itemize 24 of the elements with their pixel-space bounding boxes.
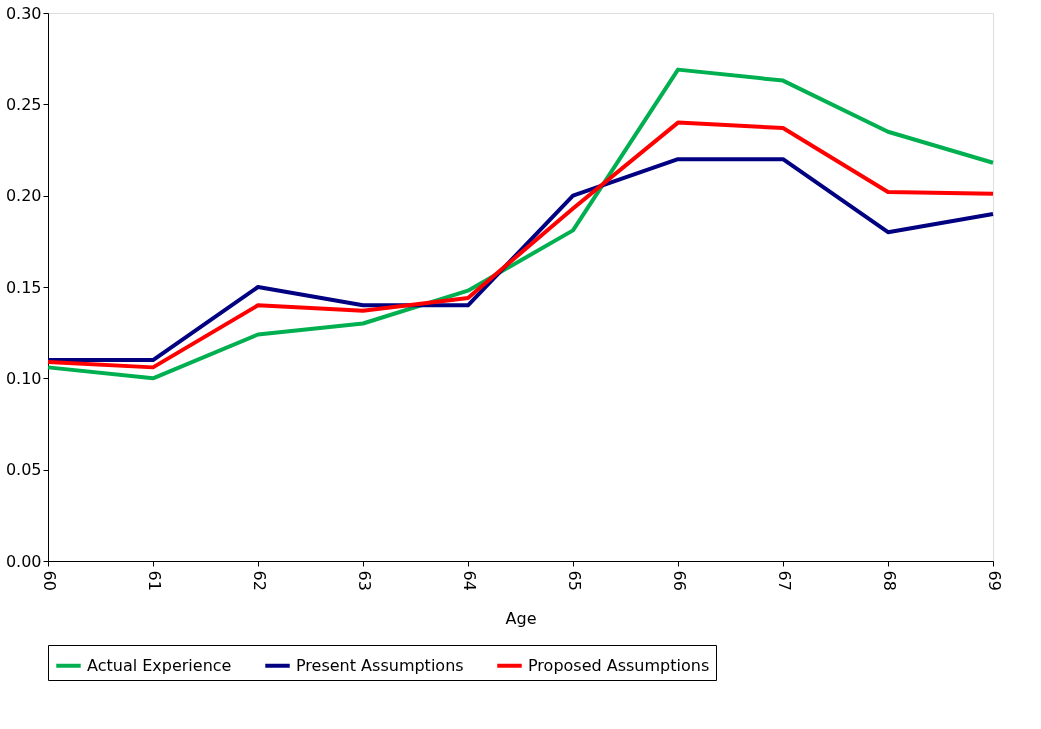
y-tick-label: 0.00 xyxy=(5,551,42,571)
x-axis-title: Age xyxy=(505,608,537,628)
legend-label: Proposed Assumptions xyxy=(528,655,710,675)
x-tick-label: 60 xyxy=(39,570,59,591)
y-tick-label: 0.20 xyxy=(5,186,42,206)
y-tick-label: 0.25 xyxy=(5,94,42,114)
x-tick-label: 68 xyxy=(879,570,899,591)
x-tick-label: 69 xyxy=(984,570,1004,591)
legend-label: Present Assumptions xyxy=(296,655,464,675)
y-tick-label: 0.10 xyxy=(5,368,42,388)
y-tick-label: 0.05 xyxy=(5,460,42,480)
x-tick-label: 67 xyxy=(774,570,794,591)
x-tick-label: 65 xyxy=(564,570,584,591)
y-tick-label: 0.30 xyxy=(5,3,42,23)
legend-label: Actual Experience xyxy=(87,655,232,675)
x-tick-label: 66 xyxy=(669,570,689,591)
line-series xyxy=(46,67,995,381)
x-tick-label: 62 xyxy=(249,570,269,591)
line-series xyxy=(46,157,995,363)
x-tick-label: 61 xyxy=(144,570,164,591)
x-tick-label: 63 xyxy=(354,570,374,591)
x-tick-label: 64 xyxy=(459,570,479,591)
y-tick-label: 0.15 xyxy=(5,277,42,297)
line-series xyxy=(46,120,995,370)
